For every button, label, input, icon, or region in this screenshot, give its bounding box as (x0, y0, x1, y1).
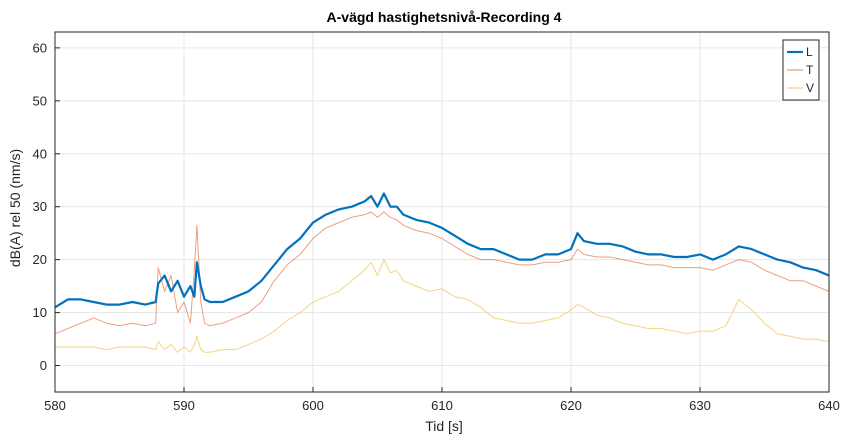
y-tick-label: 50 (33, 93, 47, 108)
legend-label-l: L (806, 45, 813, 59)
legend: LTV (782, 39, 820, 101)
y-tick-label: 40 (33, 146, 47, 161)
x-tick-label: 640 (818, 398, 840, 413)
x-axis-title: Tid [s] (425, 418, 463, 434)
series-line-l (54, 192, 830, 309)
x-tick-label: 580 (44, 398, 66, 413)
legend-label-v: V (806, 81, 814, 95)
y-tick-label: 20 (33, 252, 47, 267)
grid-lines (54, 32, 830, 392)
x-tick-label: 620 (560, 398, 582, 413)
x-tick-label: 590 (173, 398, 195, 413)
y-tick-label: 60 (33, 40, 47, 55)
y-tick-label: 10 (33, 305, 47, 320)
x-tick-label: 600 (302, 398, 324, 413)
y-tick-label: 0 (40, 358, 47, 373)
series-line-t (54, 211, 830, 335)
x-axis: 580 590 600 610 620 630 640 (44, 387, 840, 413)
x-tick-label: 630 (689, 398, 711, 413)
legend-label-t: T (806, 63, 814, 77)
chart-title: A-vägd hastighetsnivå-Recording 4 (327, 9, 562, 25)
series-line-v (55, 259, 830, 353)
x-tick-label: 610 (431, 398, 453, 413)
y-axis-title: dB(A) rel 50 (nm/s) (7, 149, 23, 267)
y-tick-label: 30 (33, 199, 47, 214)
series-layer (54, 192, 830, 353)
y-axis: 0 10 20 30 40 50 60 (33, 40, 60, 373)
